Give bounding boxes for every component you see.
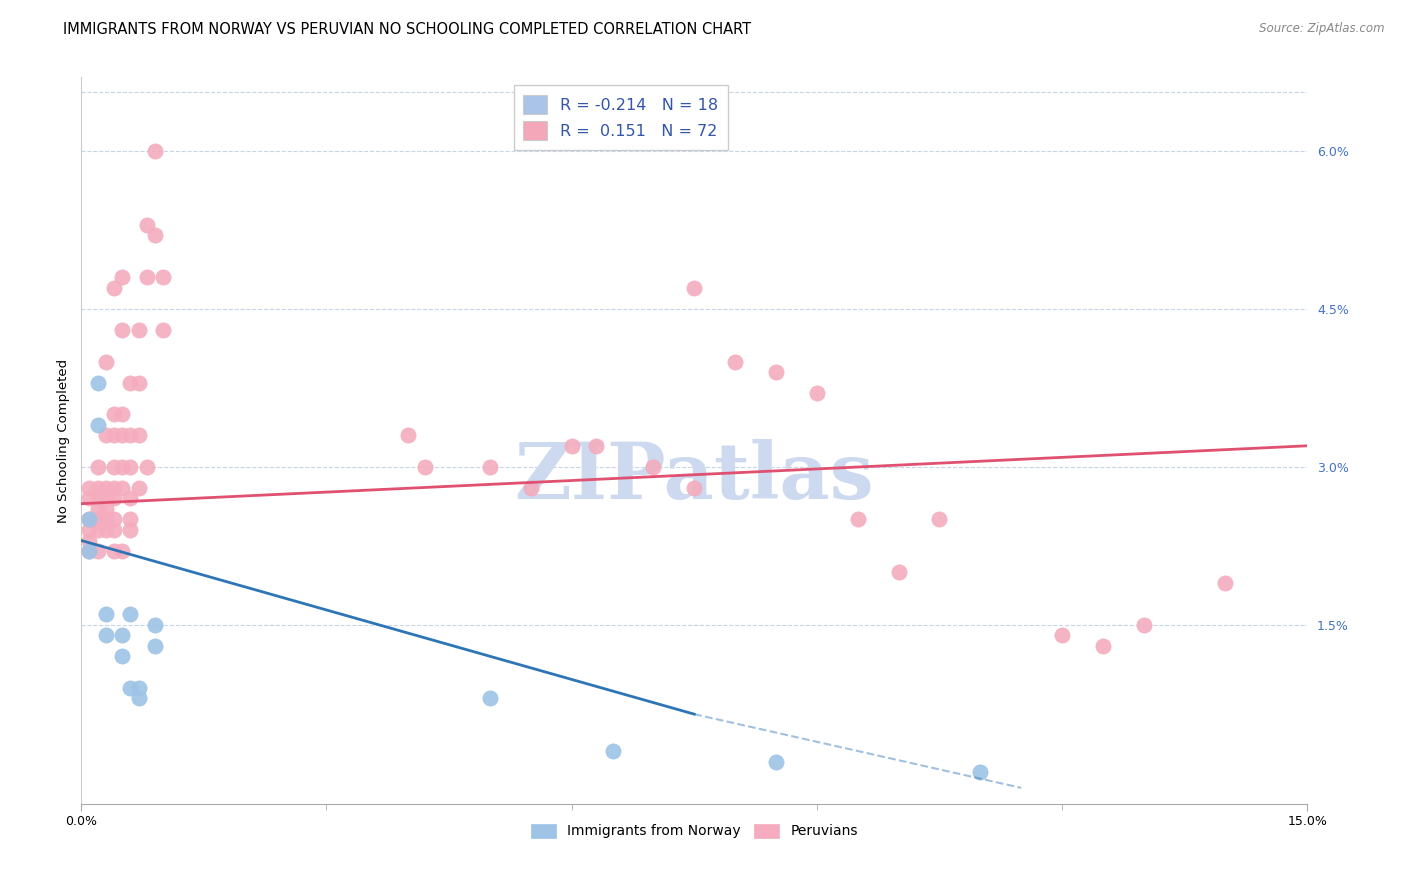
Point <box>120 523 142 537</box>
Point <box>128 691 150 706</box>
Point <box>79 491 101 506</box>
Point <box>128 323 150 337</box>
Point <box>120 512 142 526</box>
Point <box>86 544 108 558</box>
Point <box>111 459 134 474</box>
Point <box>683 481 706 495</box>
Point <box>79 481 101 495</box>
Point <box>111 544 134 558</box>
Point <box>86 512 108 526</box>
Point <box>86 491 108 506</box>
Text: ZIPatlas: ZIPatlas <box>515 439 875 515</box>
Point <box>94 502 117 516</box>
Point <box>120 681 142 695</box>
Point <box>128 376 150 390</box>
Point <box>86 523 108 537</box>
Point <box>103 512 125 526</box>
Point <box>683 281 706 295</box>
Point <box>111 323 134 337</box>
Point <box>103 481 125 495</box>
Point <box>478 459 501 474</box>
Point <box>103 459 125 474</box>
Point <box>111 628 134 642</box>
Point <box>86 417 108 432</box>
Point <box>413 459 436 474</box>
Point <box>79 533 101 548</box>
Point <box>79 544 101 558</box>
Point <box>94 491 117 506</box>
Point <box>111 270 134 285</box>
Point <box>120 491 142 506</box>
Point <box>602 744 624 758</box>
Point <box>111 649 134 664</box>
Point <box>143 144 166 158</box>
Point <box>94 512 117 526</box>
Point <box>1050 628 1073 642</box>
Point <box>103 544 125 558</box>
Point <box>643 459 665 474</box>
Point <box>724 354 747 368</box>
Point <box>79 523 101 537</box>
Point <box>135 218 157 232</box>
Point <box>94 523 117 537</box>
Point <box>520 481 543 495</box>
Point <box>120 376 142 390</box>
Point <box>806 386 828 401</box>
Point <box>478 691 501 706</box>
Point <box>94 607 117 622</box>
Point <box>128 681 150 695</box>
Point <box>128 481 150 495</box>
Point <box>887 565 910 579</box>
Point <box>120 459 142 474</box>
Point <box>1091 639 1114 653</box>
Point <box>103 428 125 442</box>
Legend: Immigrants from Norway, Peruvians: Immigrants from Norway, Peruvians <box>524 818 863 844</box>
Point <box>111 428 134 442</box>
Point <box>1132 617 1154 632</box>
Point <box>94 354 117 368</box>
Point <box>143 639 166 653</box>
Point <box>561 439 583 453</box>
Point <box>396 428 419 442</box>
Point <box>103 523 125 537</box>
Point <box>1215 575 1237 590</box>
Point <box>846 512 869 526</box>
Point <box>969 765 991 780</box>
Point <box>94 481 117 495</box>
Point <box>120 607 142 622</box>
Point <box>79 544 101 558</box>
Point <box>79 512 101 526</box>
Point <box>86 459 108 474</box>
Point <box>111 481 134 495</box>
Point <box>585 439 607 453</box>
Point <box>143 617 166 632</box>
Point <box>928 512 950 526</box>
Point <box>86 481 108 495</box>
Point <box>143 228 166 243</box>
Text: IMMIGRANTS FROM NORWAY VS PERUVIAN NO SCHOOLING COMPLETED CORRELATION CHART: IMMIGRANTS FROM NORWAY VS PERUVIAN NO SC… <box>63 22 751 37</box>
Point <box>103 407 125 421</box>
Point <box>120 428 142 442</box>
Point <box>94 428 117 442</box>
Point <box>103 491 125 506</box>
Y-axis label: No Schooling Completed: No Schooling Completed <box>58 359 70 523</box>
Point <box>111 407 134 421</box>
Point <box>135 459 157 474</box>
Point <box>86 502 108 516</box>
Point <box>86 376 108 390</box>
Point <box>94 628 117 642</box>
Point <box>602 112 624 127</box>
Point <box>79 512 101 526</box>
Point <box>135 270 157 285</box>
Point <box>152 323 174 337</box>
Point <box>103 281 125 295</box>
Point <box>765 755 787 769</box>
Point <box>128 428 150 442</box>
Point <box>152 270 174 285</box>
Point <box>765 365 787 379</box>
Text: Source: ZipAtlas.com: Source: ZipAtlas.com <box>1260 22 1385 36</box>
